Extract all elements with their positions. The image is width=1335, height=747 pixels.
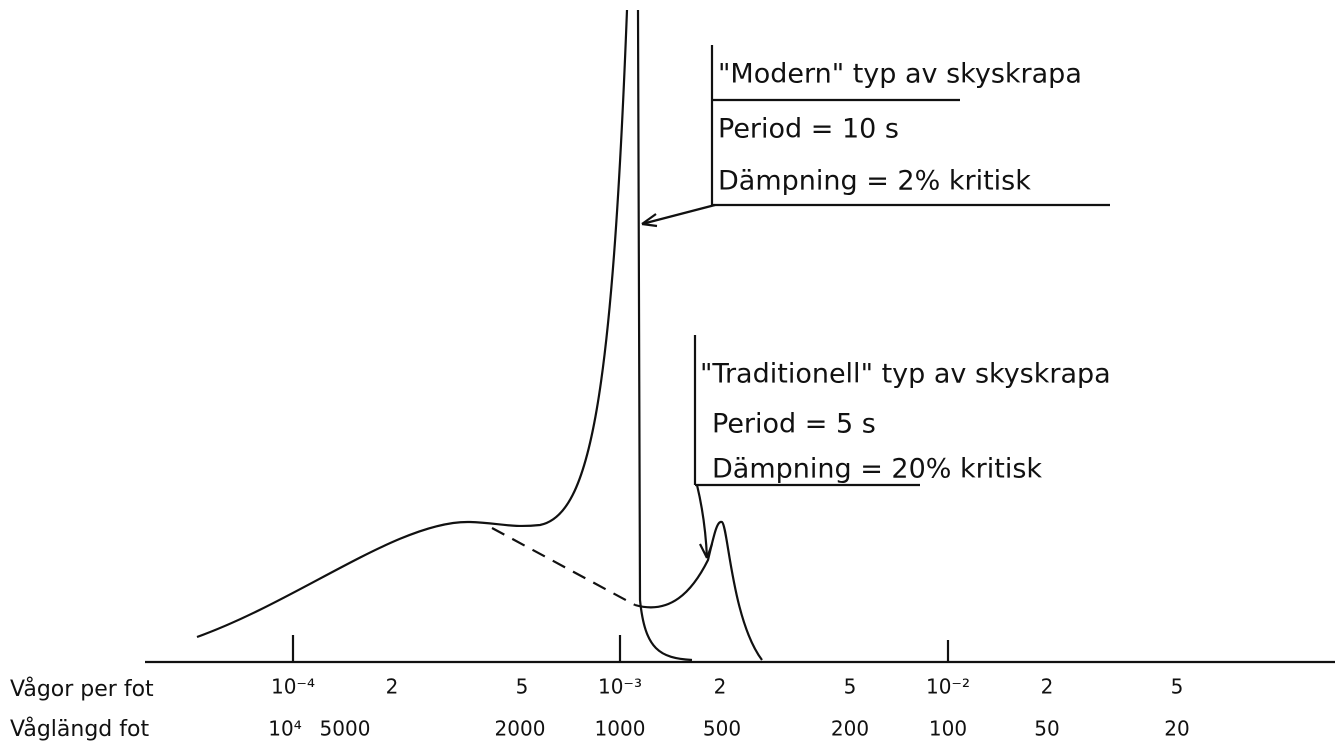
tick-label: 2	[386, 675, 399, 699]
tick-label: 10⁴	[268, 717, 301, 741]
annotation-period: Period = 10 s	[718, 114, 899, 145]
tick-label: 10⁻⁴	[271, 675, 315, 699]
tick-label: 5	[1171, 675, 1184, 699]
tick-label: 5000	[320, 717, 371, 741]
modern-curve	[636, 9, 693, 662]
arrow	[695, 484, 709, 559]
tick-label: 50	[1034, 717, 1059, 741]
tick-label: 100	[929, 717, 967, 741]
tick-label: 20	[1164, 717, 1189, 741]
arrowhead	[699, 543, 714, 559]
tick-label: 5	[844, 675, 857, 699]
tick-label: 5	[516, 675, 529, 699]
dashed-curve	[491, 527, 636, 606]
annotation-damping: Dämpning = 2% kritisk	[718, 166, 1031, 197]
tick-label: 200	[831, 717, 869, 741]
modern-curve	[196, 9, 629, 639]
axis-row-label: Vågor per fot	[10, 676, 154, 702]
annotation-period: Period = 5 s	[712, 409, 876, 440]
annotation-damping: Dämpning = 20% kritisk	[712, 454, 1042, 485]
tick-label: 10⁻²	[926, 675, 970, 699]
tick-label: 2000	[495, 717, 546, 741]
annotation-title: "Modern" typ av skyskrapa	[718, 59, 1082, 90]
tick-label: 2	[1041, 675, 1054, 699]
tick-label: 1000	[595, 717, 646, 741]
tick-label: 500	[703, 717, 741, 741]
tick-label: 10⁻³	[598, 675, 642, 699]
arrow	[641, 203, 716, 226]
tick-label: 2	[714, 675, 727, 699]
traditional-curve	[634, 520, 763, 661]
arrowhead	[641, 213, 658, 228]
annotation-title: "Traditionell" typ av skyskrapa	[700, 359, 1111, 390]
axis-row-label: Våglängd fot	[10, 716, 149, 742]
